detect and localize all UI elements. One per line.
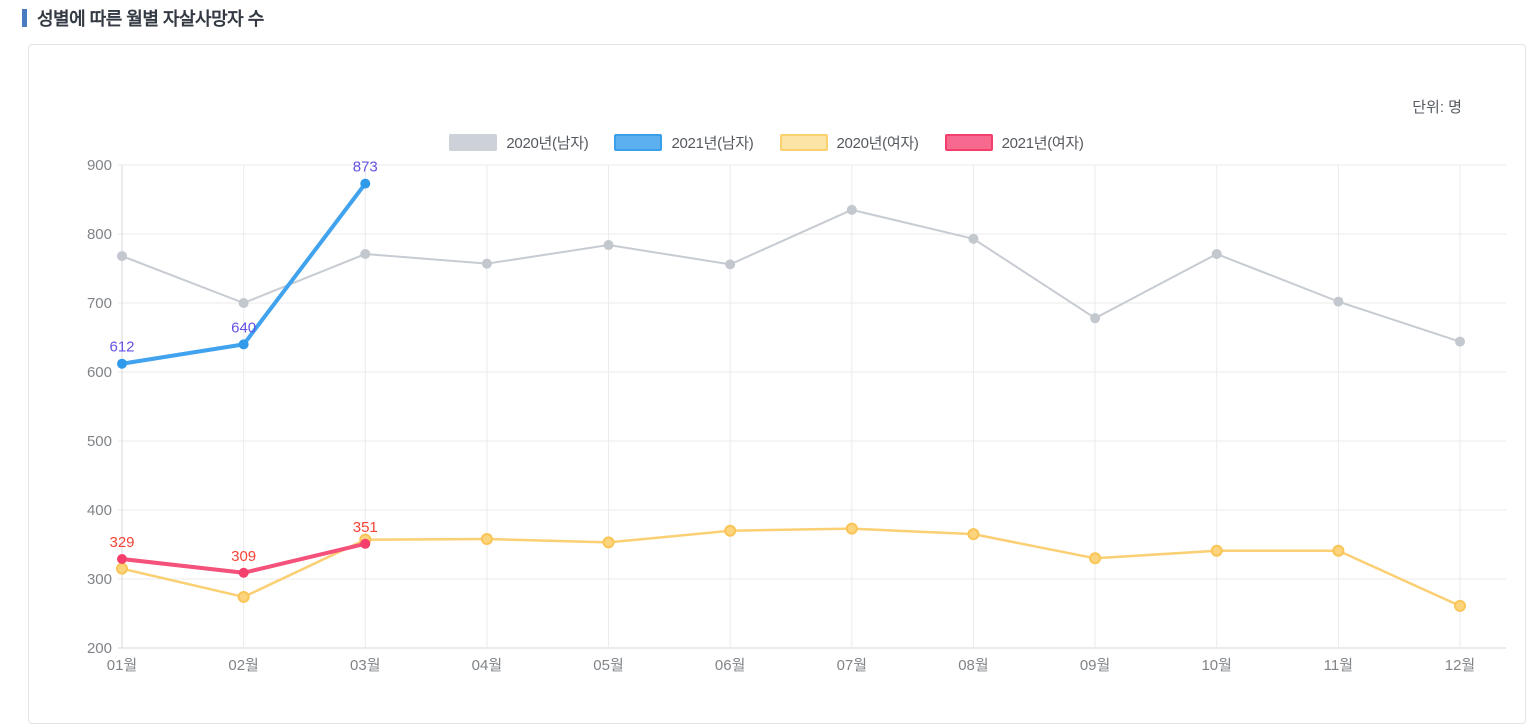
data-label: 309 (231, 548, 256, 565)
svg-text:300: 300 (87, 571, 112, 588)
data-label: 873 (353, 159, 378, 176)
data-point-series-2[interactable] (480, 532, 493, 545)
svg-text:04월: 04월 (472, 657, 503, 674)
chart-legend: 2020년(남자) 2021년(남자) 2020년(여자) 2021년(여자) (0, 132, 1533, 153)
legend-label: 2020년(남자) (506, 135, 589, 152)
data-label: 329 (109, 534, 134, 551)
data-point-series-2[interactable] (602, 536, 615, 549)
data-point-series-0[interactable] (481, 258, 492, 269)
title-accent-bar (22, 9, 27, 27)
svg-text:500: 500 (87, 433, 112, 450)
legend-item-2020-female[interactable]: 2020년(여자) (779, 132, 919, 153)
data-point-series-3[interactable] (238, 567, 249, 578)
data-point-series-3[interactable] (117, 553, 127, 564)
svg-text:600: 600 (87, 364, 112, 381)
legend-label: 2021년(남자) (671, 135, 754, 152)
data-point-series-2[interactable] (1210, 544, 1223, 557)
data-point-series-2[interactable] (724, 524, 737, 537)
legend-swatch-0 (449, 134, 498, 151)
data-label: 612 (109, 339, 134, 356)
data-point-series-2[interactable] (1089, 552, 1102, 565)
legend-swatch-3 (944, 134, 993, 151)
svg-text:800: 800 (87, 226, 112, 243)
legend-item-2021-male[interactable]: 2021년(남자) (614, 132, 754, 153)
data-point-series-0[interactable] (117, 251, 127, 262)
data-point-series-2[interactable] (845, 522, 858, 535)
legend-label: 2020년(여자) (836, 135, 919, 152)
legend-label: 2021년(여자) (1001, 135, 1084, 152)
data-point-series-0[interactable] (238, 298, 249, 308)
svg-text:200: 200 (87, 640, 112, 657)
svg-text:01월: 01월 (107, 657, 138, 674)
data-point-series-1[interactable] (117, 358, 127, 369)
chart-panel (28, 44, 1526, 724)
legend-swatch-2 (779, 134, 828, 151)
legend-item-2021-female[interactable]: 2021년(여자) (944, 132, 1084, 153)
data-point-series-0[interactable] (846, 204, 857, 215)
legend-item-2020-male[interactable]: 2020년(남자) (449, 132, 589, 153)
svg-text:400: 400 (87, 502, 112, 519)
svg-text:11월: 11월 (1324, 657, 1353, 674)
page-title: 성별에 따른 월별 자살사망자 수 (37, 9, 264, 29)
data-point-series-0[interactable] (725, 259, 736, 270)
data-point-series-2[interactable] (116, 562, 128, 575)
data-point-series-1[interactable] (238, 339, 249, 350)
data-point-series-0[interactable] (1333, 296, 1344, 307)
svg-text:700: 700 (87, 295, 112, 312)
data-point-series-0[interactable] (1090, 313, 1101, 324)
data-point-series-0[interactable] (968, 233, 979, 244)
data-point-series-0[interactable] (1211, 249, 1222, 260)
page-header: 성별에 따른 월별 자살사망자 수 (22, 5, 264, 31)
svg-text:05월: 05월 (593, 657, 624, 674)
data-label: 351 (353, 519, 378, 536)
svg-text:08월: 08월 (958, 657, 989, 674)
unit-label: 단위: 명 (1412, 99, 1462, 116)
legend-swatch-1 (614, 134, 663, 151)
svg-text:09월: 09월 (1080, 657, 1111, 674)
data-point-series-2[interactable] (967, 528, 980, 541)
svg-text:03월: 03월 (350, 657, 381, 674)
chart-svg[interactable]: 200 300 400 500 600 700 800 900 01월 02월 03월 04월 05월 0… (0, 0, 1533, 700)
data-point-series-1[interactable] (360, 178, 371, 189)
data-label: 640 (231, 319, 256, 336)
data-point-series-0[interactable] (1455, 336, 1465, 347)
data-point-series-2[interactable] (237, 590, 250, 603)
svg-text:02월: 02월 (228, 657, 259, 674)
data-point-series-0[interactable] (603, 240, 614, 251)
svg-text:12월: 12월 (1445, 657, 1476, 674)
svg-text:07월: 07월 (837, 657, 868, 674)
svg-text:06월: 06월 (715, 657, 746, 674)
data-point-series-2[interactable] (1332, 544, 1345, 557)
data-point-series-3[interactable] (360, 538, 371, 549)
data-point-series-0[interactable] (360, 249, 371, 260)
data-point-series-2[interactable] (1454, 599, 1466, 612)
svg-text:10월: 10월 (1201, 657, 1232, 674)
svg-text:900: 900 (87, 157, 112, 174)
